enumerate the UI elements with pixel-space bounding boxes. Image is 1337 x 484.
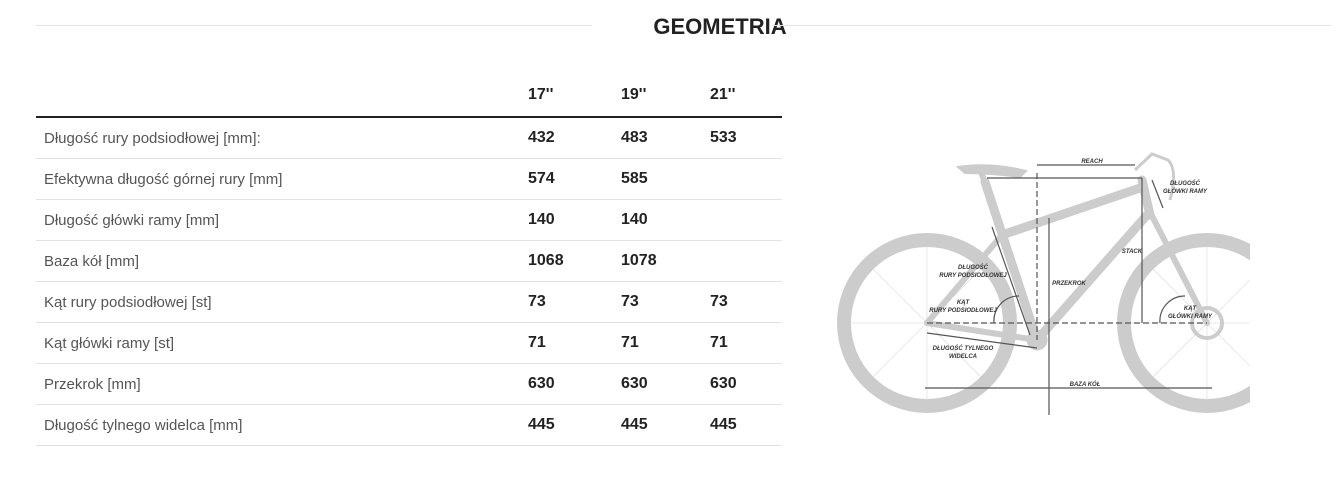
table-header-row: 17'' 19'' 21'' bbox=[36, 74, 782, 118]
column-header: 21'' bbox=[710, 74, 782, 118]
standover-label: PRZEKROK bbox=[1052, 281, 1086, 287]
row-value: 432 bbox=[528, 117, 621, 159]
section-header: GEOMETRIA bbox=[36, 12, 1331, 40]
table-row: Efektywna długość górnej rury [mm] 574 585 bbox=[36, 158, 782, 200]
row-value bbox=[710, 158, 782, 200]
top-tube bbox=[997, 182, 1148, 240]
head-tube-label: DŁUGOŚĆ bbox=[1170, 180, 1201, 187]
row-label: Długość tylnego widelca [mm] bbox=[36, 404, 528, 446]
row-value: 71 bbox=[621, 322, 710, 364]
seat-angle-arc bbox=[993, 295, 1020, 324]
head-tube-label: GŁÓWKI RAMY bbox=[1163, 188, 1208, 195]
reach-label: REACH bbox=[1081, 159, 1103, 165]
row-label: Przekrok [mm] bbox=[36, 363, 528, 405]
row-value: 445 bbox=[528, 404, 621, 446]
chainstay bbox=[924, 320, 1040, 343]
table-row: Długość tylnego widelca [mm] 445 445 445 bbox=[36, 404, 782, 446]
front-wheel bbox=[1117, 233, 1250, 413]
row-label: Efektywna długość górnej rury [mm] bbox=[36, 158, 528, 200]
table-row: Kąt główki ramy [st] 71 71 71 bbox=[36, 322, 782, 364]
column-header: 19'' bbox=[621, 74, 710, 118]
bike-geometry-diagram: REACH DŁUGOŚĆ GŁÓWKI RAMY STACK DŁUGOŚĆ … bbox=[837, 152, 1250, 415]
down-tube bbox=[1032, 210, 1152, 345]
bike-illustration bbox=[837, 152, 1250, 413]
row-value: 630 bbox=[621, 363, 710, 405]
seat-tube-label: DŁUGOŚĆ bbox=[958, 264, 989, 271]
row-value: 140 bbox=[528, 199, 621, 241]
chainstay-label: WIDELCA bbox=[949, 354, 977, 360]
seat-tube-line bbox=[991, 226, 1031, 336]
head-tube bbox=[1137, 175, 1155, 220]
row-value: 73 bbox=[621, 281, 710, 323]
head-angle-label: KĄT bbox=[1184, 306, 1198, 312]
row-value: 1068 bbox=[528, 240, 621, 282]
row-label: Długość rury podsiodłowej [mm]: bbox=[36, 117, 528, 159]
seat-tube bbox=[980, 177, 1042, 345]
measurement-lines bbox=[925, 164, 1212, 415]
page-title: GEOMETRIA bbox=[653, 14, 787, 39]
row-value: 73 bbox=[710, 281, 782, 323]
row-label: Długość główki ramy [mm] bbox=[36, 199, 528, 241]
row-value: 1078 bbox=[621, 240, 710, 282]
table-row: Przekrok [mm] 630 630 630 bbox=[36, 363, 782, 405]
table-row: Długość rury podsiodłowej [mm]: 432 483 533 bbox=[36, 117, 782, 159]
divider bbox=[36, 25, 592, 26]
measurement-labels: REACH DŁUGOŚĆ GŁÓWKI RAMY STACK DŁUGOŚĆ … bbox=[929, 159, 1213, 388]
geometry-table: 17'' 19'' 21'' Długość rury podsiodłowej… bbox=[36, 74, 782, 446]
chainstay-line bbox=[926, 332, 1038, 349]
head-angle-label: GŁÓWKI RAMY bbox=[1168, 313, 1213, 320]
wheelbase-label: BAZA KÓŁ bbox=[1070, 381, 1101, 388]
head-tube-line bbox=[1151, 179, 1164, 209]
table-row: Baza kół [mm] 1068 1078 bbox=[36, 240, 782, 282]
row-value bbox=[710, 199, 782, 241]
row-value: 585 bbox=[621, 158, 710, 200]
row-value: 140 bbox=[621, 199, 710, 241]
row-label: Kąt rury podsiodłowej [st] bbox=[36, 281, 528, 323]
column-header bbox=[36, 74, 528, 118]
table-row: Długość główki ramy [mm] 140 140 bbox=[36, 199, 782, 241]
seat-angle-label: KĄT bbox=[957, 300, 971, 306]
row-value bbox=[710, 240, 782, 282]
row-value: 574 bbox=[528, 158, 621, 200]
chainstay-label: DŁUGOŚĆ TYLNEGO bbox=[933, 345, 994, 352]
row-value: 71 bbox=[710, 322, 782, 364]
seatstay bbox=[924, 232, 1005, 326]
divider bbox=[772, 25, 1331, 26]
fork bbox=[1147, 209, 1210, 326]
saddle bbox=[955, 164, 1028, 179]
head-angle-arc bbox=[1159, 295, 1186, 324]
stack-label: STACK bbox=[1122, 249, 1143, 255]
row-value: 445 bbox=[621, 404, 710, 446]
row-label: Baza kół [mm] bbox=[36, 240, 528, 282]
handlebar bbox=[1133, 152, 1175, 201]
seat-tube-label: RURY PODSIODŁOWEJ bbox=[939, 273, 1007, 279]
row-value: 630 bbox=[710, 363, 782, 405]
row-label: Kąt główki ramy [st] bbox=[36, 322, 528, 364]
column-header: 17'' bbox=[528, 74, 621, 118]
row-value: 73 bbox=[528, 281, 621, 323]
row-value: 630 bbox=[528, 363, 621, 405]
row-value: 533 bbox=[710, 117, 782, 159]
row-value: 71 bbox=[528, 322, 621, 364]
row-value: 483 bbox=[621, 117, 710, 159]
row-value: 445 bbox=[710, 404, 782, 446]
table-row: Kąt rury podsiodłowej [st] 73 73 73 bbox=[36, 281, 782, 323]
seat-angle-label: RURY PODSIODŁOWEJ bbox=[929, 308, 997, 314]
